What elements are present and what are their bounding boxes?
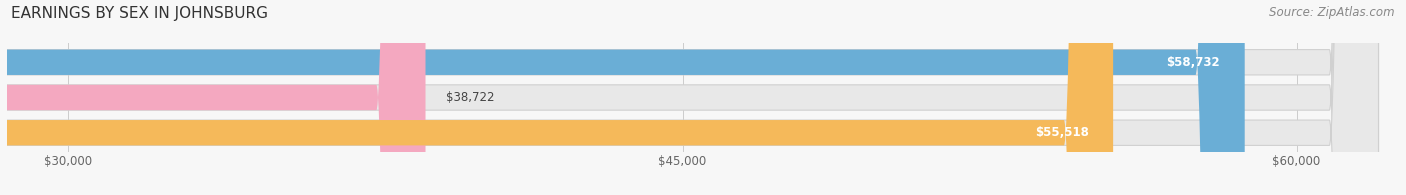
Text: $55,518: $55,518 — [1035, 126, 1088, 139]
Text: $38,722: $38,722 — [446, 91, 495, 104]
Text: $58,732: $58,732 — [1167, 56, 1220, 69]
FancyBboxPatch shape — [0, 0, 426, 195]
FancyBboxPatch shape — [0, 0, 1114, 195]
Text: Source: ZipAtlas.com: Source: ZipAtlas.com — [1270, 6, 1395, 19]
FancyBboxPatch shape — [0, 0, 1244, 195]
Text: EARNINGS BY SEX IN JOHNSBURG: EARNINGS BY SEX IN JOHNSBURG — [11, 6, 269, 21]
